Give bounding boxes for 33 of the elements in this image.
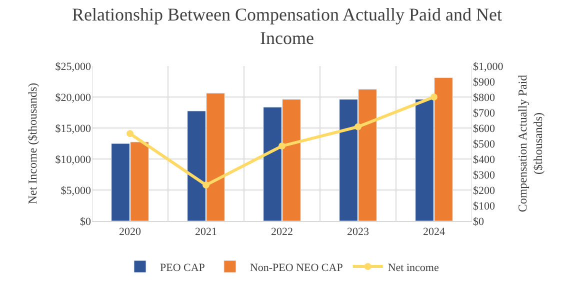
y2-tick-label: $800 xyxy=(473,92,496,104)
y2-tick-label: $700 xyxy=(473,107,496,120)
y2-tick-label: $300 xyxy=(473,169,496,182)
y-tick-label: $25,000 xyxy=(55,60,92,73)
legend-label: Net income xyxy=(388,262,439,274)
legend-label: Non-PEO NEO CAP xyxy=(250,262,343,274)
legend-label: PEO CAP xyxy=(160,262,205,274)
chart-title: Relationship Between Compensation Actually Paid and Net Income xyxy=(72,4,502,48)
y2-tick-label: $900 xyxy=(473,76,496,88)
y-tick-label: $5,000 xyxy=(60,184,92,197)
y-tick-label: $0 xyxy=(80,216,92,228)
y2-tick-label: $0 xyxy=(473,216,484,228)
y-tick-label: $15,000 xyxy=(55,122,92,135)
y2-tick-label: $600 xyxy=(473,122,496,135)
point xyxy=(278,142,286,150)
y2-tick-label: $100 xyxy=(473,200,496,212)
y-tick-label: $20,000 xyxy=(55,92,92,104)
x-tick-label: 2023 xyxy=(347,226,370,238)
point xyxy=(202,182,210,189)
x-tick-label: 2021 xyxy=(195,226,217,238)
y2-tick-label: $200 xyxy=(473,184,496,197)
y-tick-label: $10,000 xyxy=(55,154,92,166)
point xyxy=(354,123,362,130)
point xyxy=(430,94,438,100)
x-tick-label: 2020 xyxy=(119,226,142,238)
y-axis-title: Net Income ($thousands) xyxy=(26,82,40,204)
y2-tick-label: $500 xyxy=(473,138,496,150)
point xyxy=(126,130,134,138)
x-tick-label: 2024 xyxy=(423,226,446,238)
x-tick-label: 2022 xyxy=(271,226,293,238)
y2-tick-label: $400 xyxy=(473,154,496,166)
y2-tick-label: $1,000 xyxy=(473,60,504,73)
y2-axis-title: Compensation Actually Paid ($thousands) xyxy=(516,74,546,212)
